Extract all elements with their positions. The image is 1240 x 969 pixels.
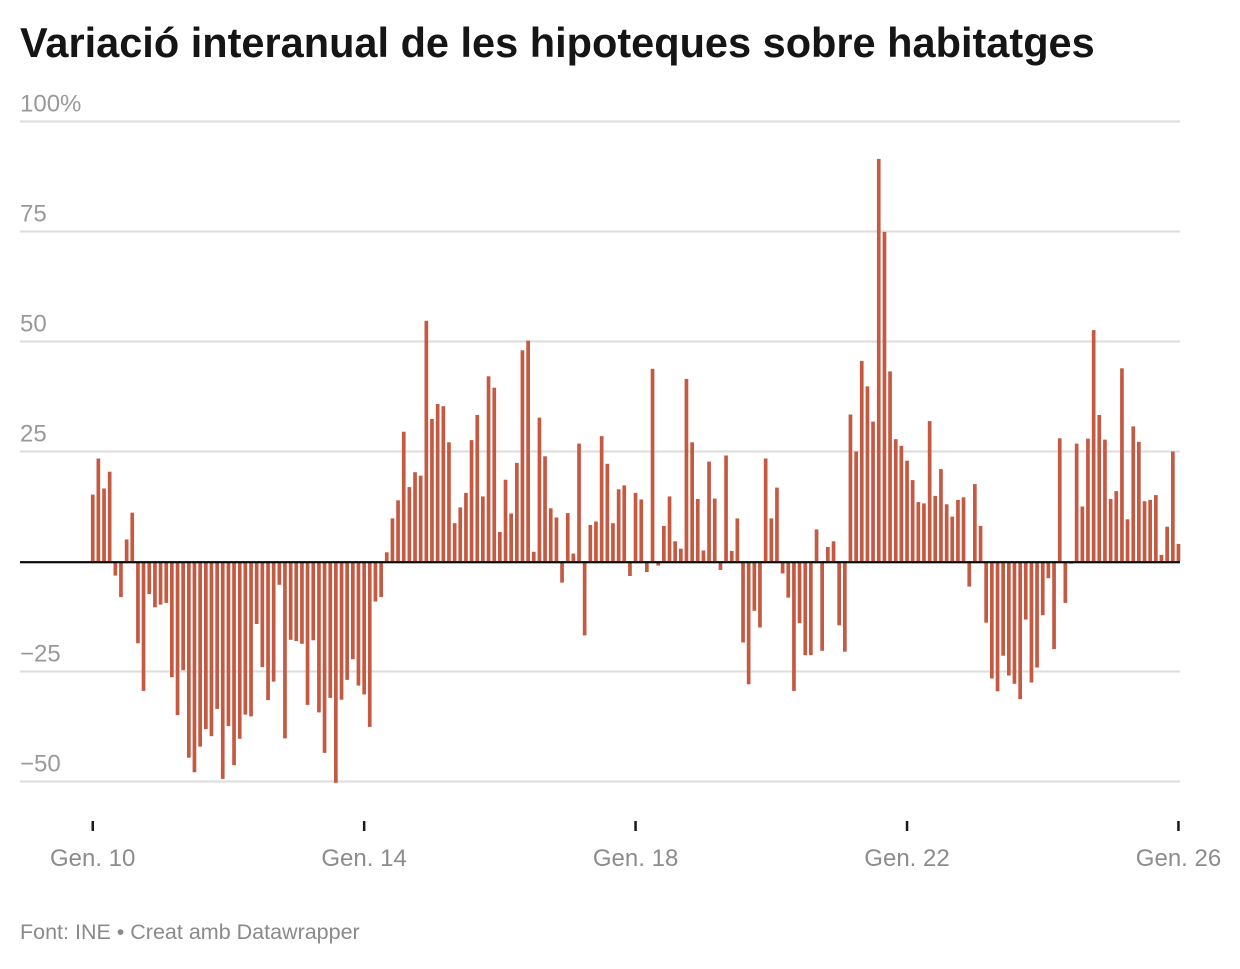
svg-text:100%: 100% [20, 91, 81, 118]
svg-text:Gen. 26: Gen. 26 [1136, 845, 1221, 872]
svg-text:75: 75 [20, 201, 47, 228]
svg-text:−50: −50 [20, 751, 61, 778]
svg-text:−25: −25 [20, 641, 61, 668]
svg-text:Gen. 10: Gen. 10 [50, 845, 135, 872]
svg-text:Gen. 18: Gen. 18 [593, 845, 678, 872]
svg-text:50: 50 [20, 311, 47, 338]
svg-text:Gen. 14: Gen. 14 [321, 845, 406, 872]
svg-text:25: 25 [20, 421, 47, 448]
svg-text:Gen. 22: Gen. 22 [864, 845, 949, 872]
svg-text:Variació interanual de les hip: Variació interanual de les hipoteques so… [20, 19, 1095, 66]
svg-text:Font: INE • Creat amb Datawrap: Font: INE • Creat amb Datawrapper [20, 920, 360, 944]
